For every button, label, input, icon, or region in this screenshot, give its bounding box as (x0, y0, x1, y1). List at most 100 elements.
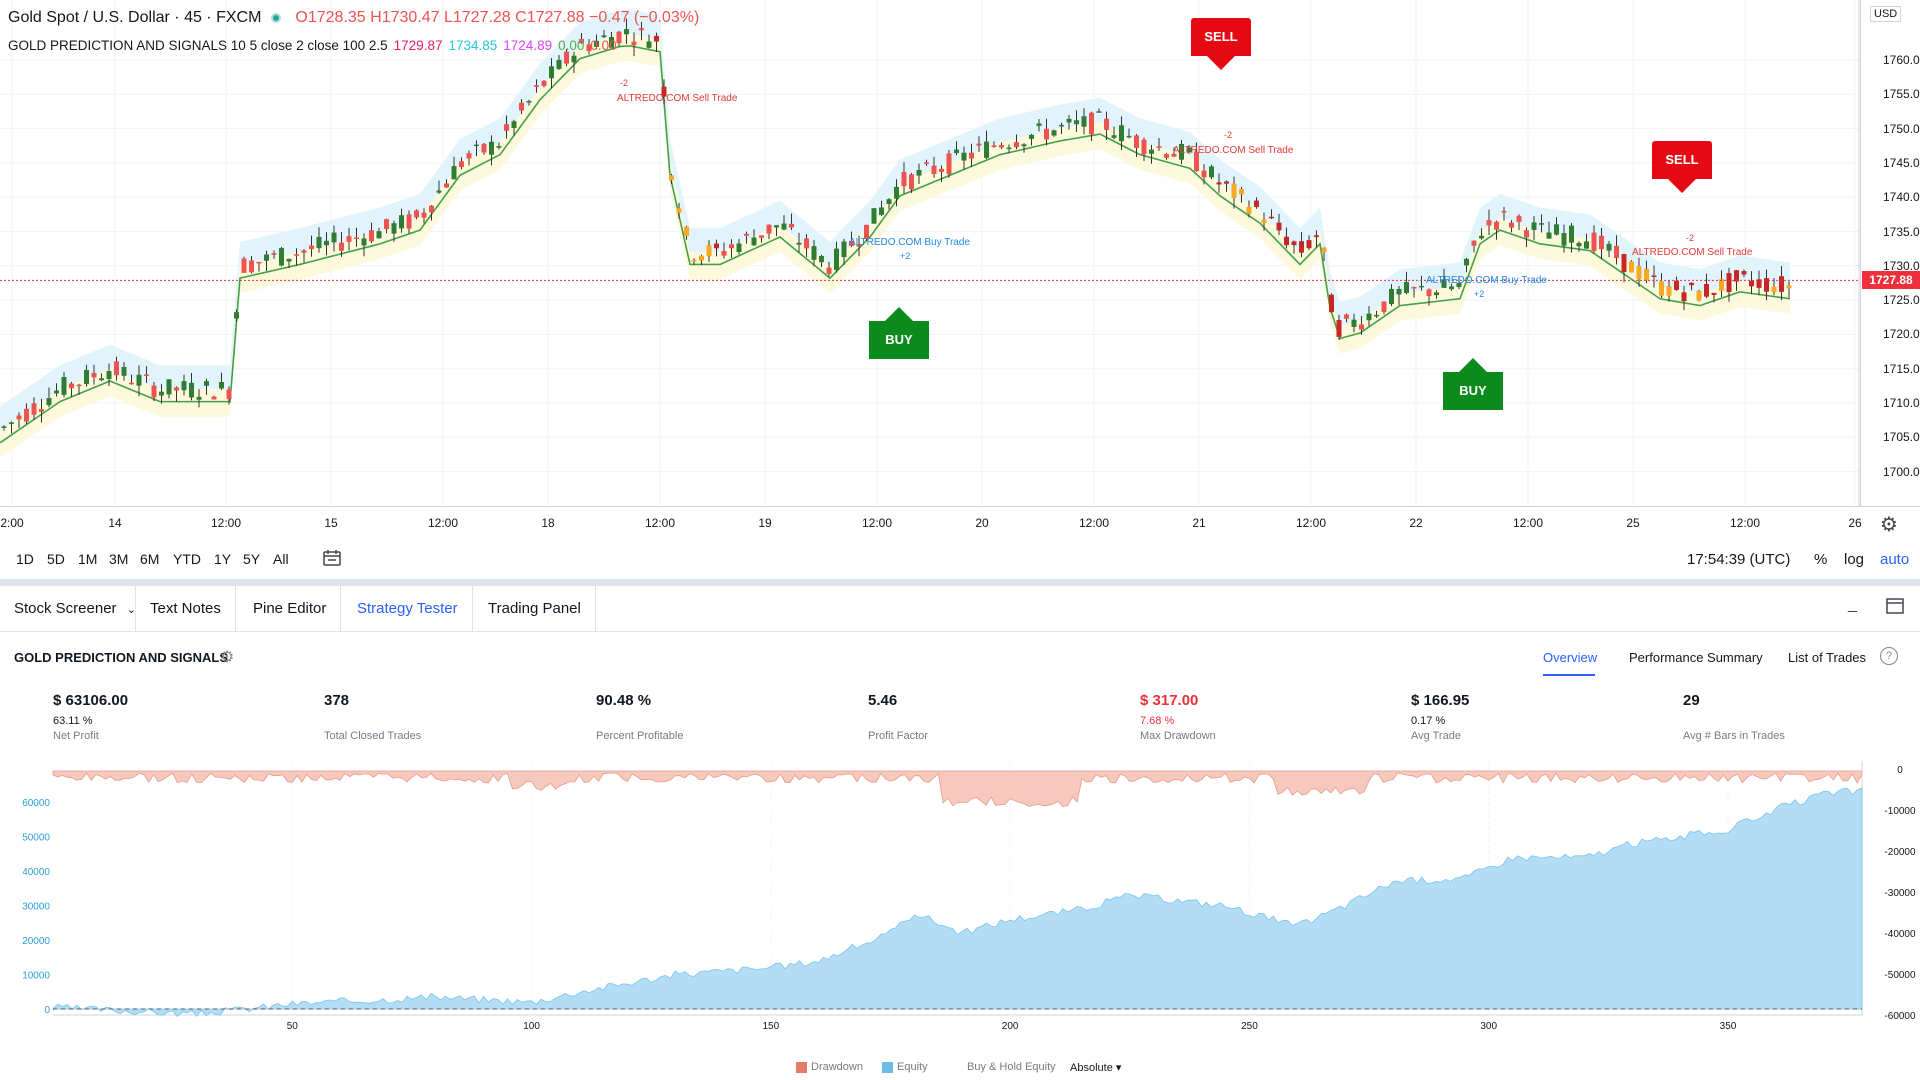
legend-label: Equity (897, 1061, 928, 1073)
indicator-title[interactable]: GOLD PREDICTION AND SIGNALS 10 5 close 2… (8, 38, 388, 53)
metric-label: Percent Profitable (596, 730, 684, 742)
equity-chart[interactable]: 60000 50000 40000 30000 20000 10000 0 0 -10000 -2… (0, 755, 1920, 1055)
price-chart-canvas[interactable] (0, 0, 1860, 506)
settings-gear-icon[interactable]: ⚙ (220, 649, 235, 666)
candle (354, 227, 359, 247)
candle (361, 233, 367, 257)
candle (1111, 126, 1117, 140)
candle (166, 379, 172, 399)
candle (1599, 227, 1604, 260)
candle (1074, 110, 1079, 133)
candle (474, 140, 479, 157)
candle (894, 179, 899, 207)
metric-sub (868, 715, 928, 727)
metric-value: $ 166.95 (1411, 692, 1470, 709)
maximize-icon[interactable] (1886, 598, 1904, 619)
candle (264, 250, 269, 272)
legend-drawdown[interactable]: Drawdown (796, 1061, 863, 1073)
candle (954, 141, 959, 156)
range-5y[interactable]: 5Y (243, 551, 261, 567)
tab-performance-summary[interactable]: Performance Summary (1629, 650, 1763, 665)
candle (189, 373, 194, 401)
range-3m[interactable]: 3M (109, 551, 129, 567)
candle (1201, 164, 1207, 185)
range-1m[interactable]: 1M (78, 551, 98, 567)
candle (1396, 285, 1402, 306)
candle (181, 374, 187, 396)
absolute-dropdown[interactable]: Absolute ▾ (1070, 1061, 1121, 1074)
metric-value: 29 (1683, 692, 1700, 709)
range-all[interactable]: All (273, 551, 289, 567)
range-1d[interactable]: 1D (16, 551, 34, 567)
legend-buy-hold[interactable]: Buy & Hold Equity (967, 1061, 1056, 1073)
candle (549, 58, 554, 89)
legend-equity[interactable]: Equity (882, 1061, 928, 1073)
metric-value: $ 317.00 (1140, 692, 1199, 709)
price-tick-label: 1760.00 (1883, 53, 1920, 67)
candle (1471, 240, 1477, 253)
metric-label: Total Closed Trades (324, 730, 422, 742)
candle (564, 48, 569, 67)
candle (916, 163, 922, 185)
drawdown-tick-label: -20000 (1884, 847, 1916, 858)
percent-toggle[interactable]: % (1814, 551, 1828, 568)
candle (1351, 313, 1357, 333)
candle (1719, 270, 1724, 298)
candle (301, 249, 307, 263)
candle (69, 381, 74, 397)
candle (249, 256, 254, 274)
candle (1434, 290, 1439, 299)
range-ytd[interactable]: YTD (173, 551, 201, 567)
tab-stock-screener[interactable]: Stock Screener ⌄ (0, 586, 136, 632)
metric-sub (596, 715, 683, 727)
candle (909, 172, 914, 193)
candle (511, 119, 517, 136)
tab-strategy-tester[interactable]: Strategy Tester (343, 586, 473, 632)
candle (399, 208, 404, 233)
panel-divider[interactable] (0, 580, 1920, 586)
price-axis[interactable]: 1760.00 1755.00 1750.00 1745.00 1740.00 1735.… (1860, 0, 1920, 506)
currency-label[interactable]: USD (1870, 6, 1902, 22)
tab-label: Pine Editor (253, 600, 327, 617)
date-range-icon[interactable] (322, 548, 342, 571)
equity-tick-label: 60000 (22, 798, 50, 809)
price-tick-label: 1755.00 (1883, 87, 1920, 102)
range-5d[interactable]: 5D (47, 551, 65, 567)
symbol-title[interactable]: Gold Spot / U.S. Dollar · 45 · FXCM (8, 9, 262, 26)
candle (999, 142, 1004, 150)
candle (174, 386, 179, 402)
range-1y[interactable]: 1Y (214, 551, 232, 567)
auto-toggle[interactable]: auto (1880, 551, 1910, 568)
time-axis[interactable]: 2:00 14 12:00 15 12:00 18 12:00 19 12:00 20 12:00 2… (0, 506, 1920, 540)
trade-number-tick: 150 (763, 1021, 780, 1032)
candle (1486, 209, 1492, 236)
tab-trading-panel[interactable]: Trading Panel (474, 586, 596, 632)
time-tick-label: 18 (541, 516, 555, 530)
help-icon[interactable]: ? (1880, 647, 1898, 665)
candle (1779, 266, 1784, 301)
candle (271, 250, 277, 259)
metric-label: Avg # Bars in Trades (1683, 730, 1785, 742)
candle (594, 34, 599, 50)
tab-text-notes[interactable]: Text Notes (136, 586, 236, 632)
tab-pine-editor[interactable]: Pine Editor (239, 586, 342, 632)
ohlc-values: O1728.35 H1730.47 L1727.28 C1727.88 −0.4… (295, 9, 700, 26)
candle (1411, 286, 1417, 298)
candle (811, 239, 817, 267)
buy-signal-label: BUY (869, 321, 929, 359)
candle (841, 238, 847, 266)
candle (84, 364, 89, 387)
candle (256, 261, 262, 272)
candle (1531, 216, 1537, 241)
tab-overview[interactable]: Overview (1543, 650, 1598, 665)
candle (541, 79, 547, 88)
trade-count: -2 (1224, 130, 1233, 140)
minimize-icon[interactable]: _ (1848, 596, 1857, 613)
price-chart[interactable]: Gold Spot / U.S. Dollar · 45 · FXCM O1728… (0, 0, 1860, 506)
gear-icon[interactable]: ⚙ (1880, 514, 1898, 536)
metric-avg-trade: $ 166.95 0.17 % Avg Trade (1411, 692, 1469, 742)
tab-list-of-trades[interactable]: List of Trades (1788, 650, 1867, 665)
utc-clock[interactable]: 17:54:39 (UTC) (1687, 551, 1791, 568)
log-toggle[interactable]: log (1844, 551, 1865, 568)
range-6m[interactable]: 6M (140, 551, 160, 567)
